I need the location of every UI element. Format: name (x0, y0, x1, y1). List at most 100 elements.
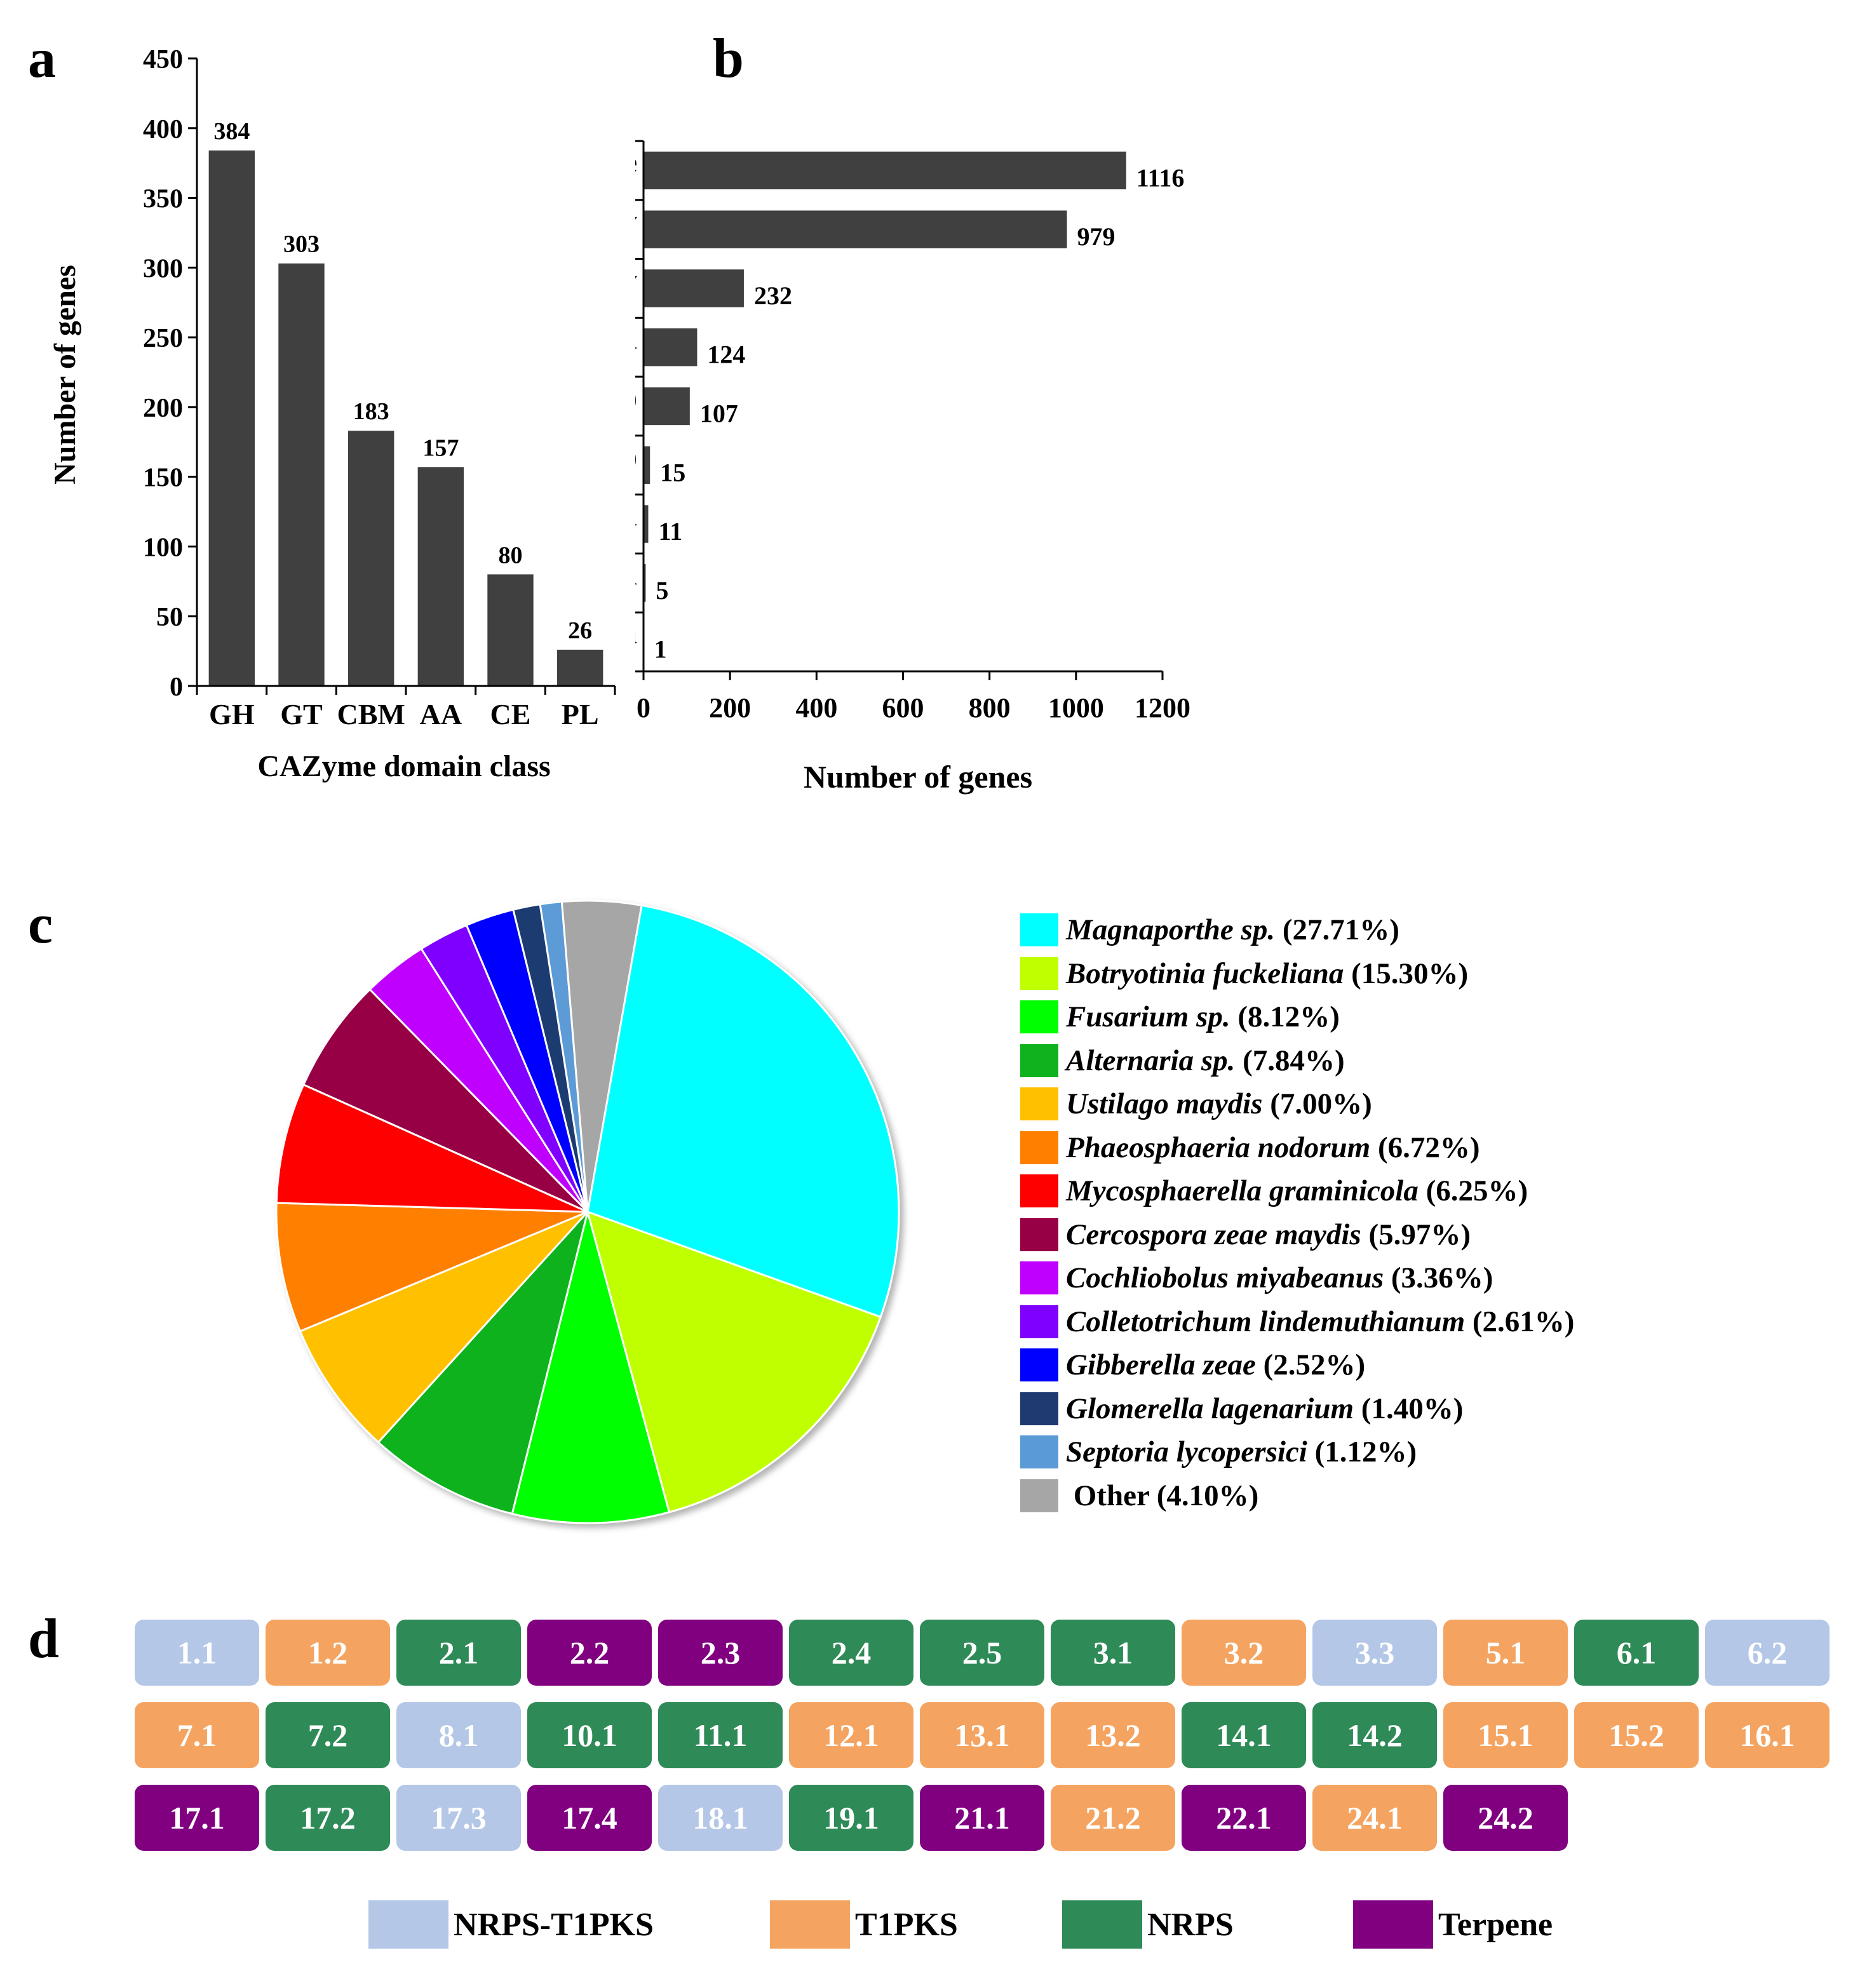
legend-swatch (1020, 913, 1058, 947)
x-tick-label: 0 (637, 692, 650, 723)
legend-species: Fusarium sp. (1066, 1000, 1230, 1034)
pie-slice (586, 904, 900, 1319)
panel-label-c: c (28, 894, 53, 955)
bar (644, 151, 1126, 190)
legend-label: T1PKS (855, 1906, 958, 1943)
legend-species: Phaeosphaeria nodorum (1066, 1131, 1371, 1164)
cluster-tile: 3.1 (1051, 1620, 1175, 1686)
y-axis-label: Number of genes (48, 265, 82, 485)
cluster-tile: 16.1 (1705, 1702, 1830, 1768)
legend-percent: (15.30%) (1344, 957, 1469, 990)
bar (644, 505, 649, 543)
legend-percent: (5.97%) (1361, 1218, 1471, 1251)
data-label: 157 (422, 434, 459, 461)
data-label: 183 (353, 398, 389, 425)
cluster-row: 17.1 17.2 17.3 17.4 18.1 19.1 21.1 21.2 22.1 24.1… (135, 1785, 1836, 1867)
pie-slice (586, 1210, 882, 1514)
cluster-tile: 3.3 (1312, 1620, 1437, 1686)
legend-entry: Colletotrichum lindemuthianum (2.61%) (1020, 1300, 1770, 1344)
bar-cbm (347, 431, 394, 686)
cluster-tile: 14.1 (1182, 1702, 1306, 1768)
cluster-legend-entry: Terpene (1353, 1900, 1553, 1949)
legend-percent: (8.12%) (1230, 1000, 1340, 1034)
legend-entry: Fusarium sp. (8.12%) (1020, 995, 1770, 1039)
cluster-legend-entry: NRPS-T1PKS (368, 1900, 654, 1949)
legend-percent: (1.12%) (1307, 1435, 1417, 1469)
category-label: Loss of pathogenicity (635, 264, 637, 296)
legend-species: Magnaporthe sp. (1066, 913, 1276, 947)
cluster-tile: 2.1 (396, 1620, 521, 1686)
data-label: 80 (499, 542, 523, 568)
legend-swatch (1020, 1174, 1058, 1208)
legend-swatch (1020, 1348, 1058, 1382)
cluster-tile: 1.2 (266, 1620, 390, 1686)
species-pie-chart (275, 899, 900, 1524)
legend-percent: (6.25%) (1418, 1174, 1528, 1208)
legend-percent: (6.72%) (1370, 1131, 1480, 1164)
legend-percent: (1.40%) (1354, 1392, 1464, 1425)
pie-slice (299, 1211, 589, 1444)
legend-swatch (368, 1900, 448, 1949)
category-label: Lethal (635, 323, 637, 355)
data-label: 124 (707, 340, 745, 369)
data-label: 26 (568, 617, 592, 644)
x-tick-label: 600 (882, 692, 924, 723)
panel-label-a: a (28, 28, 56, 90)
data-label: 979 (1077, 222, 1115, 251)
pie-slice (275, 1202, 588, 1333)
panel-label-b: b (713, 28, 744, 90)
data-label: 1 (654, 635, 667, 664)
legend-swatch (1020, 1305, 1058, 1338)
panel-label-d: d (28, 1608, 59, 1670)
legend-percent: (2.61%) (1465, 1305, 1575, 1338)
x-tick-label: GH (209, 698, 255, 730)
pie-slice (275, 1083, 588, 1213)
cluster-tile: 7.2 (266, 1702, 390, 1768)
cluster-tile: 2.2 (527, 1620, 652, 1686)
cluster-tile: 13.1 (920, 1702, 1044, 1768)
y-tick-label: 400 (143, 115, 183, 144)
legend-swatch (1062, 1900, 1142, 1949)
legend-species: Alternaria sp. (1066, 1044, 1236, 1077)
cluster-tile: 14.2 (1312, 1702, 1437, 1768)
x-tick-label: CBM (337, 698, 405, 730)
bar-aa (417, 467, 464, 686)
x-tick-label: 1200 (1135, 692, 1190, 723)
bar-gh (208, 150, 255, 686)
category-label: Chemistry target: resistance to chemical (635, 558, 637, 591)
cluster-legend-entry: T1PKS (770, 1900, 958, 1949)
pie-slice (377, 1211, 589, 1515)
cluster-tile: 19.1 (789, 1785, 913, 1851)
category-label: Effector (plant avirulence determinant) (635, 440, 637, 473)
category-label: Increased virulence (hypervirulence) (635, 382, 637, 414)
cluster-tile: 2.4 (789, 1620, 913, 1686)
x-tick-label: 1000 (1048, 692, 1104, 723)
bar (644, 210, 1067, 248)
cluster-tile: 17.1 (135, 1785, 259, 1851)
cluster-tile: 5.1 (1443, 1620, 1568, 1686)
legend-entry: Magnaporthe sp. (27.71%) (1020, 908, 1770, 952)
cluster-tile: 13.2 (1051, 1702, 1175, 1768)
cluster-tile: 18.1 (658, 1785, 783, 1851)
x-tick-label: GT (280, 698, 322, 730)
cluster-tile: 17.4 (527, 1785, 652, 1851)
legend-label: NRPS-T1PKS (454, 1906, 654, 1943)
data-label: 15 (660, 458, 685, 487)
legend-entry: Cercospora zeae maydis (5.97%) (1020, 1213, 1770, 1257)
data-label: 303 (283, 231, 320, 258)
data-label: 11 (658, 517, 682, 546)
y-tick-label: 100 (143, 533, 183, 562)
cluster-tile: 21.1 (920, 1785, 1044, 1851)
cluster-tile: 17.2 (266, 1785, 390, 1851)
y-tick-label: 150 (143, 464, 183, 493)
cluster-legend: NRPS-T1PKS T1PKS NRPS Terpene (0, 1900, 1867, 1958)
bar-gt (278, 263, 325, 686)
legend-species: Septoria lycopersici (1066, 1435, 1307, 1469)
legend-species: Mycosphaerella graminicola (1066, 1174, 1419, 1208)
legend-swatch (1020, 1479, 1058, 1512)
cluster-tile: 11.1 (658, 1702, 783, 1768)
legend-entry: Cochliobolus miyabeanus (3.36%) (1020, 1256, 1770, 1300)
cluster-tile: 3.2 (1182, 1620, 1306, 1686)
x-tick-label: CE (490, 698, 531, 730)
legend-species: Glomerella lagenarium (1066, 1392, 1354, 1425)
